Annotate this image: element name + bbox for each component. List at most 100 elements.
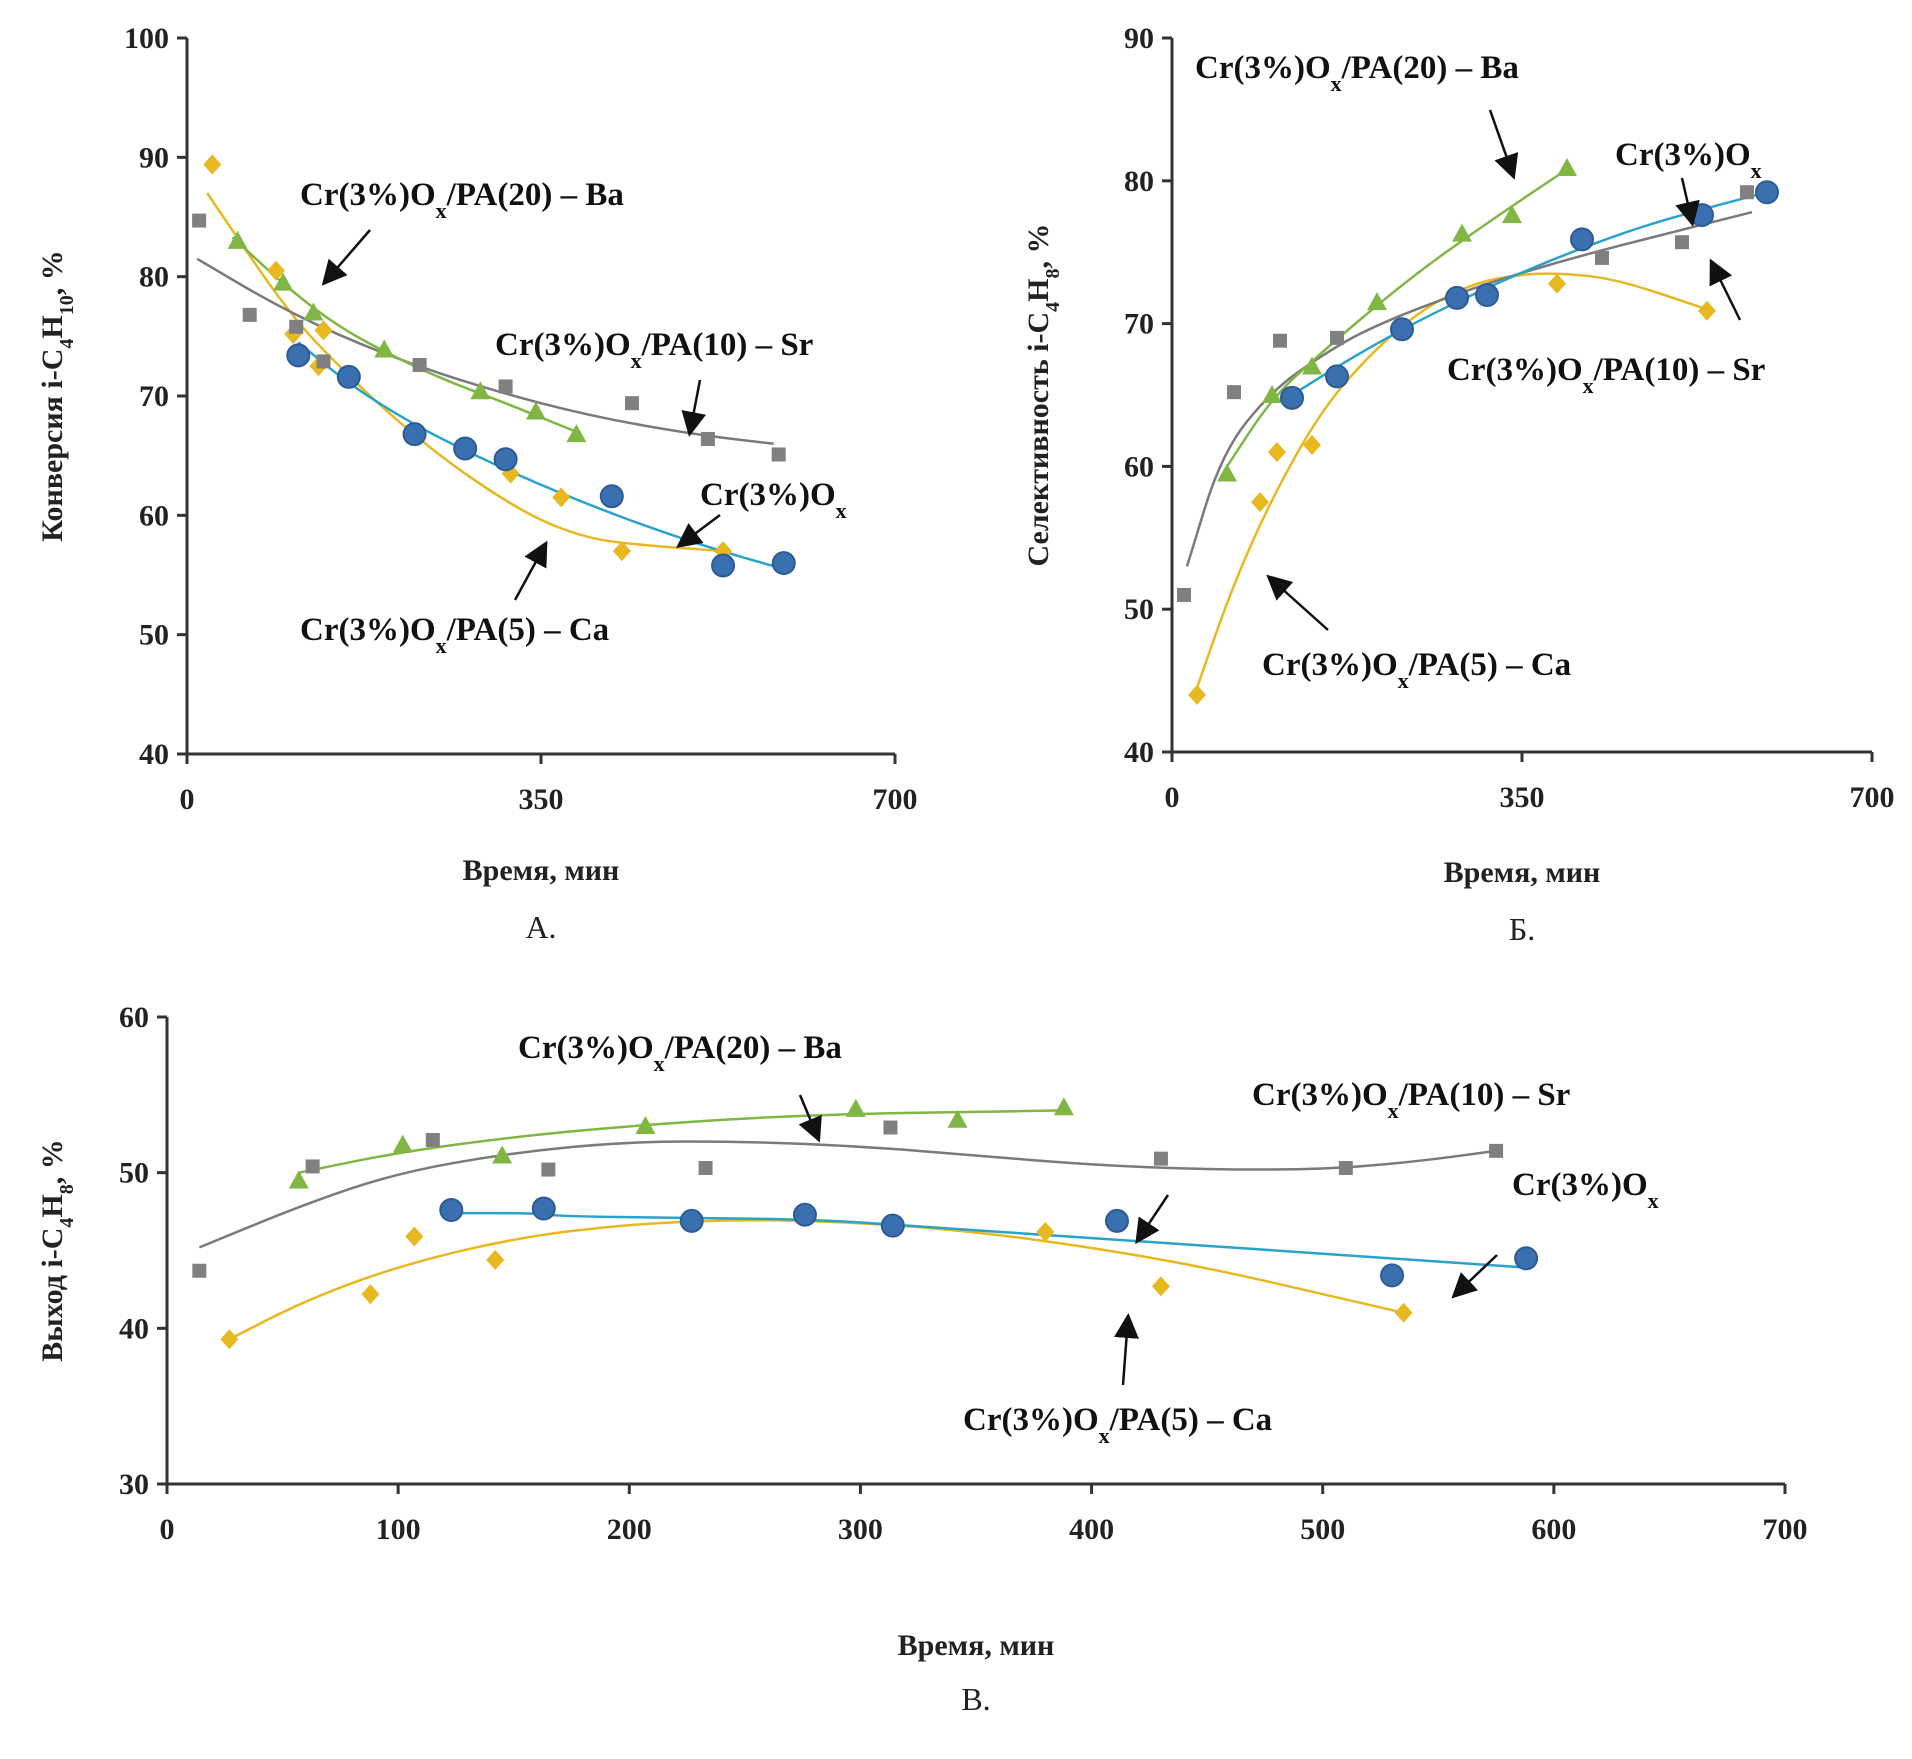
chart-panel-b: 40 50 60 70 80 90 0 350 700 Время, мин Б. Селективн… [1022,22,1895,947]
data-point [1755,180,1779,205]
data-point [392,1134,413,1153]
data-point [203,154,222,175]
y-tick-label: 80 [1124,165,1154,198]
markers-square [1177,185,1754,602]
y-tick-label: 90 [139,141,169,174]
data-point [1675,235,1689,250]
data-point [492,1145,513,1164]
data-point [498,379,513,394]
data-point [1053,1097,1074,1116]
data-point [1280,385,1304,410]
data-point [336,364,361,389]
data-point [1595,250,1609,265]
y-tick-label: 70 [139,380,169,413]
annotation-arrow [1709,258,1742,321]
data-point [1104,1208,1129,1233]
data-point [1740,185,1754,200]
data-point [1690,203,1714,228]
trend-line [196,257,774,445]
data-point [541,1162,556,1177]
markers-triangle [227,230,587,443]
data-point [1227,385,1241,400]
annotation-arrow [1488,109,1519,180]
series-annotation: Cr(3%)Ox/PA(10) – Sr [1447,352,1765,398]
y-tick-label: 60 [1124,450,1154,483]
x-tick-label: 400 [1069,1513,1114,1546]
x-tick-label: 700 [873,783,918,816]
data-point [1251,492,1269,513]
data-point [286,343,311,368]
data-point [227,230,248,249]
x-axis-label: Время, мин [463,854,620,887]
series-square [198,1140,1497,1249]
x-tick-label: 0 [1165,781,1180,814]
data-point [880,1213,905,1238]
series-square [196,257,774,445]
data-point [1475,283,1499,308]
x-tick-label: 350 [1500,781,1545,814]
data-point [1302,356,1322,375]
markers-diamond [220,1221,1413,1350]
annotation-arrow [681,379,707,437]
chart-panel-a: 40 50 60 70 80 90 100 0 350 700 Время, мин А. Конвер… [36,22,918,945]
data-point [1445,285,1469,310]
data-point [1268,442,1286,463]
y-tick-label: 80 [139,261,169,294]
x-tick-label: 300 [838,1513,883,1546]
data-point [374,339,395,358]
y-tick-label: 100 [124,22,169,55]
annotation-arrow [676,514,721,548]
markers-circle [439,1196,1539,1288]
data-point [242,307,257,322]
data-point [1177,587,1191,602]
markers-circle [1280,180,1779,410]
data-point [1489,1143,1504,1158]
panel-caption: А. [525,909,556,945]
data-point [625,396,640,411]
series-annotation: Cr(3%)Ox/PA(20) – Ba [518,1030,842,1076]
data-point [1390,317,1414,342]
data-point [267,260,286,281]
annotation-arrow [513,540,548,601]
data-point [1188,684,1206,705]
trend-line [228,1219,1404,1341]
data-point [273,272,294,291]
data-point [493,447,518,472]
series-annotation: Cr(3%)Ox/PA(10) – Sr [1252,1077,1570,1123]
data-point [635,1115,656,1134]
data-point [1262,385,1282,403]
series-annotation: Cr(3%)Ox/PA(5) – Ca [1262,647,1571,693]
annotation-arrow [798,1094,822,1143]
data-point [1325,364,1349,389]
x-tick-label: 350 [519,783,564,816]
series-annotation: Cr(3%)Ox/PA(20) – Ba [1195,50,1519,96]
annotation-arrow [1451,1254,1498,1299]
x-tick-label: 0 [180,783,195,816]
data-point [771,447,786,462]
data-point [220,1329,239,1350]
series-circle [297,341,785,571]
data-point [1330,330,1344,345]
annotation-arrow [1114,1313,1139,1386]
y-tick-label: 50 [139,619,169,652]
markers-diamond [1188,273,1716,705]
data-point [1217,463,1237,482]
x-tick-label: 600 [1531,1513,1576,1546]
data-point [771,551,796,576]
data-point [1394,1302,1413,1323]
markers-triangle [288,1097,1074,1189]
data-point [1153,1151,1168,1166]
panel-caption: В. [961,1681,990,1717]
series-square [1185,211,1753,567]
trend-line [198,1140,1497,1249]
y-tick-label: 40 [1124,736,1154,769]
series-diamond [1195,272,1708,689]
data-point [525,401,546,420]
data-point [402,422,427,447]
data-point [1557,157,1577,176]
series-circle [451,1211,1527,1269]
series-annotation: Cr(3%)Ox/PA(5) – Ca [963,1402,1272,1448]
data-point [412,357,427,372]
x-tick-label: 500 [1300,1513,1345,1546]
